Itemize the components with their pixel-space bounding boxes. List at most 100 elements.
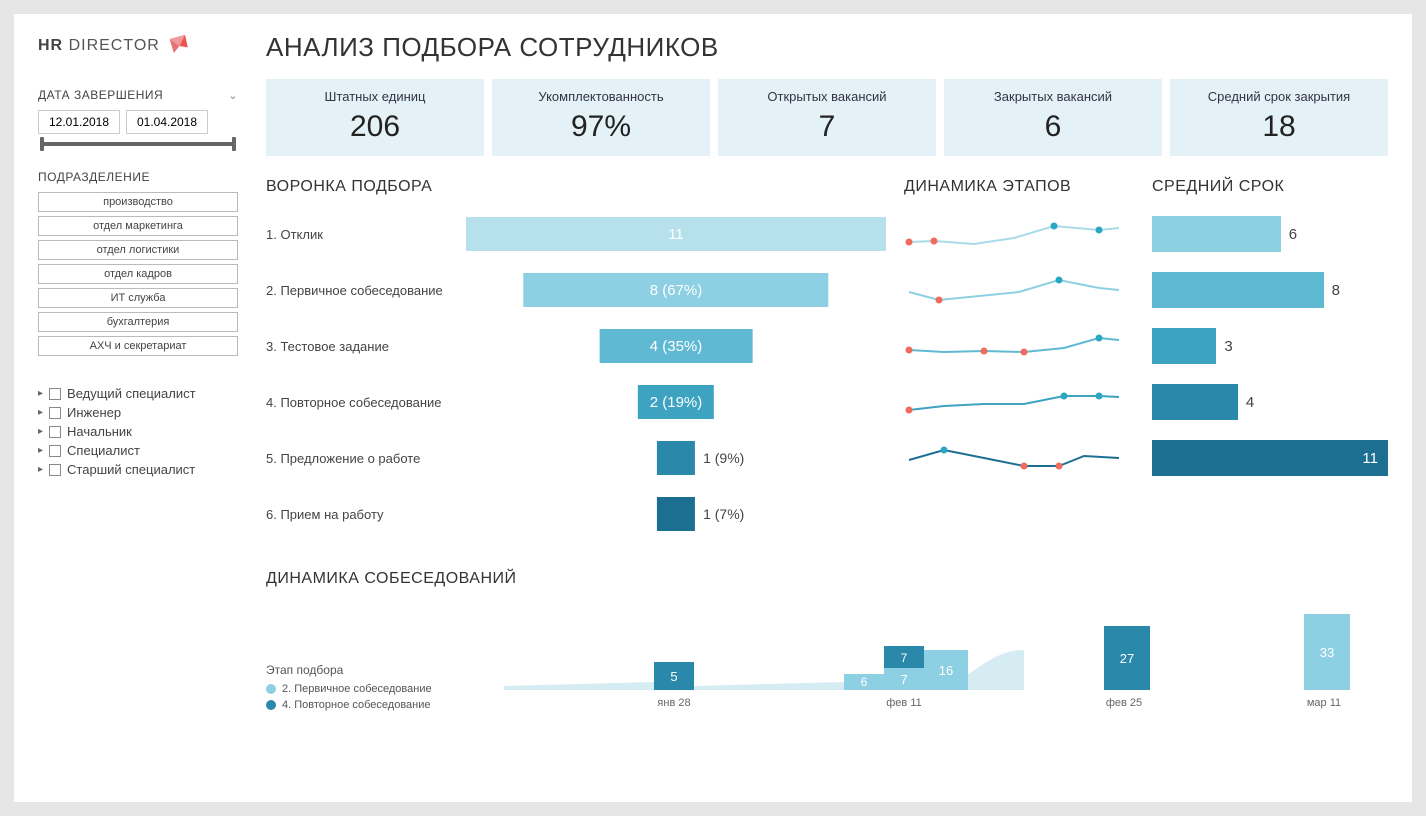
duration-bar bbox=[1152, 328, 1216, 364]
funnel-bar: 11 bbox=[466, 217, 886, 251]
dept-button[interactable]: производство bbox=[38, 192, 238, 212]
role-item[interactable]: ▸ Старший специалист bbox=[38, 460, 238, 479]
role-label: Начальник bbox=[67, 424, 132, 439]
duration-row: 3 bbox=[1152, 322, 1388, 370]
kpi-card: Закрытых вакансий6 bbox=[944, 79, 1162, 156]
date-from-input[interactable] bbox=[38, 110, 120, 134]
main: АНАЛИЗ ПОДБОРА СОТРУДНИКОВ Штатных едини… bbox=[266, 32, 1388, 715]
interviews-chart: 5янв 2867716фев 1127фев 2533мар 11 bbox=[484, 602, 1384, 712]
dept-filter-title: ПОДРАЗДЕЛЕНИЕ bbox=[38, 170, 150, 184]
page-title: АНАЛИЗ ПОДБОРА СОТРУДНИКОВ bbox=[266, 32, 1388, 63]
checkbox-icon[interactable] bbox=[49, 426, 61, 438]
sparkline bbox=[904, 326, 1124, 366]
kpi-label: Штатных единиц bbox=[274, 89, 476, 104]
funnel-bar: 2 (19%) bbox=[638, 385, 714, 419]
svg-text:6: 6 bbox=[861, 675, 868, 689]
logo-text-2: DIRECTOR bbox=[69, 37, 160, 54]
role-label: Старший специалист bbox=[67, 462, 195, 477]
role-item[interactable]: ▸Инженер bbox=[38, 403, 238, 422]
funnel-stage-label: 4. Повторное собеседование bbox=[266, 395, 466, 410]
kpi-card: Открытых вакансий 7 bbox=[718, 79, 936, 156]
funnel-row: 4. Повторное собеседование 2 (19%) bbox=[266, 378, 886, 426]
checkbox-icon[interactable] bbox=[49, 388, 61, 400]
kpi-label: Открытых вакансий bbox=[726, 89, 928, 104]
checkbox-icon[interactable] bbox=[49, 445, 61, 457]
sparkline-row bbox=[904, 210, 1134, 258]
funnel-bar bbox=[657, 497, 695, 531]
kpi-value: 18 bbox=[1178, 110, 1380, 144]
kpi-label: Средний срок закрытия bbox=[1178, 89, 1380, 104]
funnel-bar bbox=[657, 441, 695, 475]
duration-value: 4 bbox=[1246, 394, 1254, 411]
svg-text:5: 5 bbox=[670, 669, 677, 684]
funnel-row: 6. Прием на работу1 (7%) bbox=[266, 490, 886, 538]
legend-item: 2. Первичное собеседование bbox=[266, 683, 466, 695]
role-item[interactable]: ▸Специалист bbox=[38, 441, 238, 460]
sparkline bbox=[904, 382, 1124, 422]
logo: HR DIRECTOR bbox=[38, 32, 238, 60]
dept-button[interactable]: отдел маркетинга bbox=[38, 216, 238, 236]
duration-row: 8 bbox=[1152, 266, 1388, 314]
svg-text:7: 7 bbox=[901, 651, 908, 665]
duration-row: 11 bbox=[1152, 434, 1388, 482]
checkbox-icon[interactable] bbox=[49, 407, 61, 419]
svg-text:33: 33 bbox=[1320, 645, 1334, 660]
legend-label: 2. Первичное собеседование bbox=[282, 683, 432, 695]
date-to-input[interactable] bbox=[126, 110, 208, 134]
logo-text-1: HR bbox=[38, 37, 63, 54]
duration-bar bbox=[1152, 272, 1324, 308]
funnel-row: 2. Первичное собеседование 8 (67%) bbox=[266, 266, 886, 314]
checkbox-icon[interactable] bbox=[49, 464, 61, 476]
kpi-value: 7 bbox=[726, 110, 928, 144]
dept-button[interactable]: ИТ служба bbox=[38, 288, 238, 308]
kpi-value: 206 bbox=[274, 110, 476, 144]
funnel-bar: 8 (67%) bbox=[523, 273, 828, 307]
role-item[interactable]: ▸Ведущий специалист bbox=[38, 384, 238, 403]
duration-bar: 11 bbox=[1152, 440, 1388, 476]
funnel-value-label: 1 (9%) bbox=[703, 450, 744, 466]
funnel-stage-label: 6. Прием на работу bbox=[266, 507, 466, 522]
duration-value: 8 bbox=[1332, 282, 1340, 299]
caret-right-icon: ▸ bbox=[38, 464, 43, 475]
svg-text:27: 27 bbox=[1120, 651, 1134, 666]
funnel-row: 3. Тестовое задание4 (35%) bbox=[266, 322, 886, 370]
funnel-stage-label: 3. Тестовое задание bbox=[266, 339, 466, 354]
date-slider[interactable] bbox=[42, 142, 234, 146]
sparkline-column bbox=[904, 210, 1134, 482]
duration-chart: 6 8 3 4 11 bbox=[1152, 210, 1388, 482]
sparkline bbox=[904, 438, 1124, 478]
interviews-title: ДИНАМИКА СОБЕСЕДОВАНИЙ bbox=[266, 570, 1388, 588]
kpi-card: Штатных единиц 206 bbox=[266, 79, 484, 156]
legend-dot-icon bbox=[266, 684, 276, 694]
date-filter-title: ДАТА ЗАВЕРШЕНИЯ bbox=[38, 88, 163, 102]
chevron-down-icon[interactable]: ⌄ bbox=[228, 89, 238, 102]
caret-right-icon: ▸ bbox=[38, 388, 43, 399]
svg-text:янв 28: янв 28 bbox=[657, 697, 690, 709]
interviews-legend: Этап подбора 2. Первичное собеседование4… bbox=[266, 663, 466, 711]
duration-bar bbox=[1152, 384, 1238, 420]
svg-text:мар 11: мар 11 bbox=[1307, 697, 1341, 709]
role-item[interactable]: ▸ Начальник bbox=[38, 422, 238, 441]
legend-dot-icon bbox=[266, 700, 276, 710]
funnel-stage-label: 2. Первичное собеседование bbox=[266, 283, 466, 298]
duration-row: 4 bbox=[1152, 378, 1388, 426]
dept-button[interactable]: отдел кадров bbox=[38, 264, 238, 284]
duration-value: 6 bbox=[1289, 226, 1297, 243]
caret-right-icon: ▸ bbox=[38, 445, 43, 456]
kpi-label: Укомплектованность bbox=[500, 89, 702, 104]
caret-right-icon: ▸ bbox=[38, 426, 43, 437]
logo-icon bbox=[164, 32, 192, 60]
dashboard: HR DIRECTOR ДАТА ЗАВЕРШЕНИЯ ⌄ bbox=[14, 14, 1412, 802]
kpi-card: Укомплектованность97% bbox=[492, 79, 710, 156]
interviews-section: ДИНАМИКА СОБЕСЕДОВАНИЙ Этап подбора 2. П… bbox=[266, 570, 1388, 715]
dept-button[interactable]: бухгалтерия bbox=[38, 312, 238, 332]
kpi-row: Штатных единиц206Укомплектованность97%От… bbox=[266, 79, 1388, 156]
sparkline-row bbox=[904, 322, 1134, 370]
dept-button[interactable]: АХЧ и секретариат bbox=[38, 336, 238, 356]
duration-title: СРЕДНИЙ СРОК bbox=[1152, 178, 1388, 196]
sparkline bbox=[904, 270, 1124, 310]
sparkline-row bbox=[904, 434, 1134, 482]
sidebar: HR DIRECTOR ДАТА ЗАВЕРШЕНИЯ ⌄ bbox=[38, 32, 238, 715]
legend-label: 4. Повторное собеседование bbox=[282, 699, 431, 711]
dept-button[interactable]: отдел логистики bbox=[38, 240, 238, 260]
